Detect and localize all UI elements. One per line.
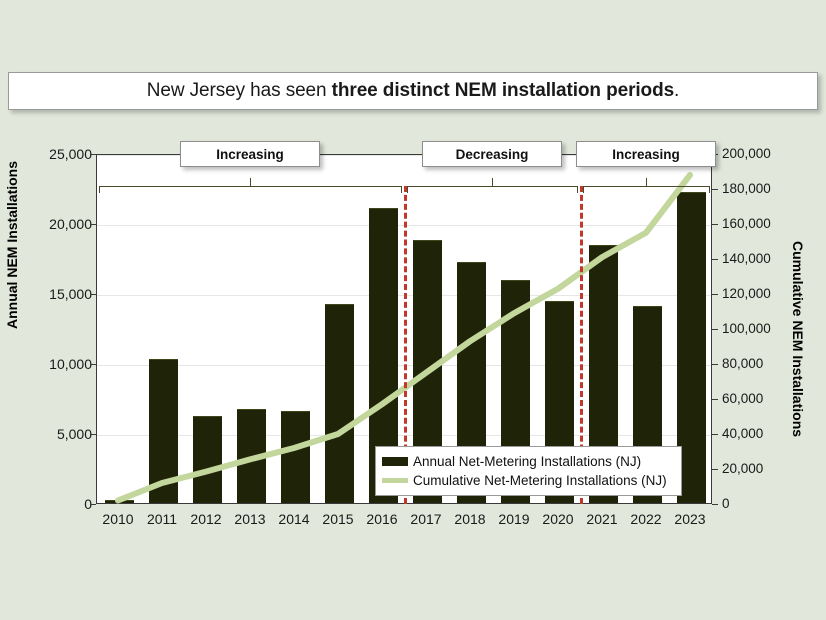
x-axis-tick-2020: 2020: [542, 511, 574, 527]
y-axis-right-tickmark: [712, 294, 718, 295]
y-axis-right-tick-label: 80,000: [722, 356, 764, 371]
x-axis-tick-2014: 2014: [278, 511, 310, 527]
x-axis-tick-2018: 2018: [454, 511, 486, 527]
title-prefix: New Jersey has seen: [146, 80, 332, 101]
y-axis-left-tickmark: [90, 504, 96, 505]
y-axis-right-tick-label: 100,000: [722, 321, 771, 336]
period-bracket-end: [99, 186, 100, 193]
bar-2015: [324, 304, 354, 503]
y-axis-title-right: Cumulative NEM Installations: [790, 241, 806, 438]
period-bracket-stem: [646, 178, 647, 186]
y-axis-right-tick-label: 120,000: [722, 286, 771, 301]
period-bracket-end: [577, 186, 578, 193]
period-bracket: [99, 186, 401, 187]
bar-2013: [236, 409, 266, 503]
y-axis-left-tick-label: 25,000: [49, 146, 92, 162]
y-axis-right-tickmark: [712, 224, 718, 225]
title-banner: New Jersey has seen three distinct NEM i…: [8, 72, 818, 110]
title-suffix: .: [674, 80, 680, 101]
y-axis-left-tickmark: [90, 224, 96, 225]
title-emphasis: three distinct NEM installation periods: [331, 80, 675, 101]
x-axis-tick-2021: 2021: [586, 511, 618, 527]
gridline: [97, 155, 711, 156]
page-title: New Jersey has seen three distinct NEM i…: [146, 80, 680, 102]
period-label-1: Increasing: [180, 141, 320, 167]
y-axis-title-left: Annual NEM Installations: [4, 160, 20, 329]
y-axis-left-tick-label: 5,000: [56, 426, 92, 442]
y-axis-right-tickmark: [712, 399, 718, 400]
y-axis-right-tickmark: [712, 259, 718, 260]
y-axis-right-tick-label: 20,000: [722, 461, 764, 476]
y-axis-right-tick-label: 180,000: [722, 181, 771, 196]
legend-line-swatch-icon: [382, 478, 408, 483]
y-axis-left-tickmark: [90, 364, 96, 365]
legend-item-annual: Annual Net-Metering Installations (NJ): [382, 452, 675, 471]
x-axis-tick-2016: 2016: [366, 511, 398, 527]
y-axis-right-tickmark: [712, 189, 718, 190]
x-axis-tick-2017: 2017: [410, 511, 442, 527]
y-axis-right-tick-label: 40,000: [722, 426, 764, 441]
period-label-3: Increasing: [576, 141, 716, 167]
x-axis-tick-2012: 2012: [190, 511, 222, 527]
x-axis-tick-2019: 2019: [498, 511, 530, 527]
x-axis-tick-2011: 2011: [146, 511, 178, 527]
period-bracket: [583, 186, 709, 187]
y-axis-right-tickmark: [712, 504, 718, 505]
legend-bar-swatch-icon: [382, 457, 408, 466]
period-bracket-end: [407, 186, 408, 193]
y-axis-left-tickmark: [90, 154, 96, 155]
bar-2011: [148, 358, 178, 503]
y-axis-right-tick-label: 160,000: [722, 216, 771, 231]
period-bracket-end: [583, 186, 584, 193]
x-axis-tick-2023: 2023: [674, 511, 706, 527]
y-axis-right-tickmark: [712, 434, 718, 435]
y-axis-right-tick-label: 0: [722, 496, 730, 511]
chart-legend: Annual Net-Metering Installations (NJ) C…: [375, 446, 682, 496]
legend-item-label: Annual Net-Metering Installations (NJ): [413, 454, 642, 469]
y-axis-right-tickmark: [712, 364, 718, 365]
y-axis-right-tick-label: 60,000: [722, 391, 764, 406]
legend-item-cumulative: Cumulative Net-Metering Installations (N…: [382, 471, 675, 490]
x-axis-tick-2013: 2013: [234, 511, 266, 527]
y-axis-right-tickmark: [712, 469, 718, 470]
period-label-2: Decreasing: [422, 141, 562, 167]
y-axis-right-tick-label: 140,000: [722, 251, 771, 266]
bar-2012: [192, 416, 222, 503]
y-axis-left-tick-label: 20,000: [49, 216, 92, 232]
period-bracket-end: [709, 186, 710, 193]
y-axis-left-tick-label: 10,000: [49, 356, 92, 372]
bar-2010: [104, 500, 134, 503]
y-axis-left-tickmark: [90, 294, 96, 295]
y-axis-right-tickmark: [712, 329, 718, 330]
legend-item-label: Cumulative Net-Metering Installations (N…: [413, 473, 667, 488]
y-axis-left-tick-label: 0: [84, 496, 92, 512]
y-axis-left-tickmark: [90, 434, 96, 435]
period-bracket: [407, 186, 577, 187]
period-bracket-stem: [250, 178, 251, 186]
y-axis-right-tick-label: 200,000: [722, 146, 771, 161]
bar-2014: [280, 410, 310, 503]
x-axis-tick-2022: 2022: [630, 511, 662, 527]
x-axis-tick-2015: 2015: [322, 511, 354, 527]
period-bracket-end: [401, 186, 402, 193]
period-bracket-stem: [492, 178, 493, 186]
y-axis-left-tick-label: 15,000: [49, 286, 92, 302]
x-axis-tick-2010: 2010: [102, 511, 134, 527]
